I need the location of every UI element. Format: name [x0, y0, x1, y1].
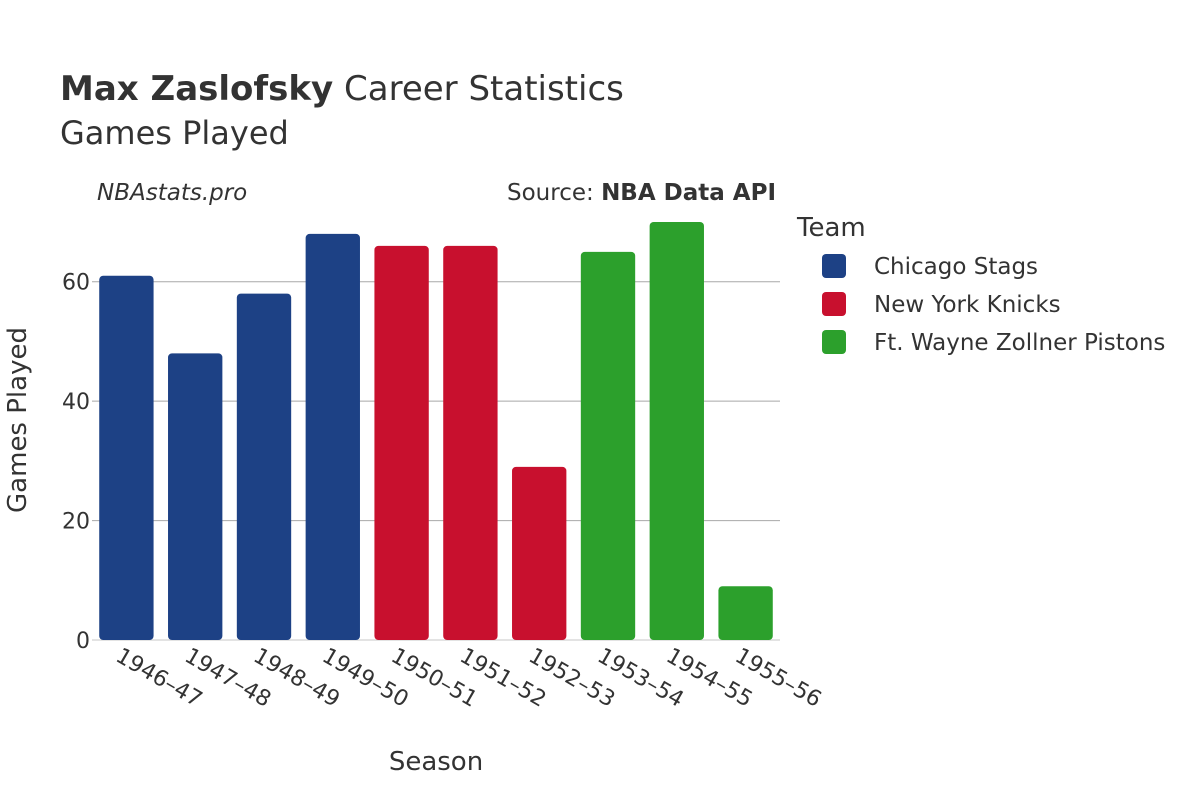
chart-title: Max Zaslofsky Career Statistics: [60, 69, 624, 109]
legend-title: Team: [796, 213, 866, 243]
bar: [718, 586, 773, 640]
bar: [374, 245, 429, 640]
bar: [649, 221, 704, 640]
source-credit: Source: NBA Data API: [507, 180, 776, 206]
chart-subtitle: Games Played: [60, 114, 289, 152]
bar: [236, 293, 292, 640]
legend-label: Chicago Stags: [874, 254, 1038, 280]
y-axis-label: Games Played: [3, 327, 33, 513]
legend-swatch: [822, 292, 846, 316]
y-tick-label: 20: [62, 510, 90, 535]
legend-label: New York Knicks: [874, 292, 1061, 318]
legend: Chicago Stags New York Knicks Ft. Wayne Zo…: [822, 254, 1165, 356]
y-tick-label: 0: [76, 629, 90, 654]
watermark: NBAstats.pro: [97, 180, 247, 206]
bar: [580, 251, 636, 640]
legend-label: Ft. Wayne Zollner Pistons: [874, 330, 1165, 356]
legend-swatch: [822, 330, 846, 354]
legend-swatch: [822, 254, 846, 278]
bars: [99, 221, 773, 640]
y-tick-label: 40: [62, 390, 90, 415]
bar: [305, 233, 360, 640]
bar: [99, 275, 154, 640]
source-prefix: Source:: [507, 180, 601, 206]
y-tick-label: 60: [62, 271, 90, 296]
source-name: NBA Data API: [601, 180, 776, 206]
bar: [168, 353, 223, 640]
chart-title-rest: Career Statistics: [333, 69, 624, 109]
bar: [443, 245, 498, 640]
x-tick-labels: 1946–471947–481948–491949–501950–511951–…: [111, 644, 825, 713]
chart-title-bold: Max Zaslofsky: [60, 69, 333, 109]
bar: [512, 466, 567, 640]
y-tick-labels: 0 20 40 60: [62, 271, 90, 654]
x-axis-label: Season: [389, 747, 483, 777]
